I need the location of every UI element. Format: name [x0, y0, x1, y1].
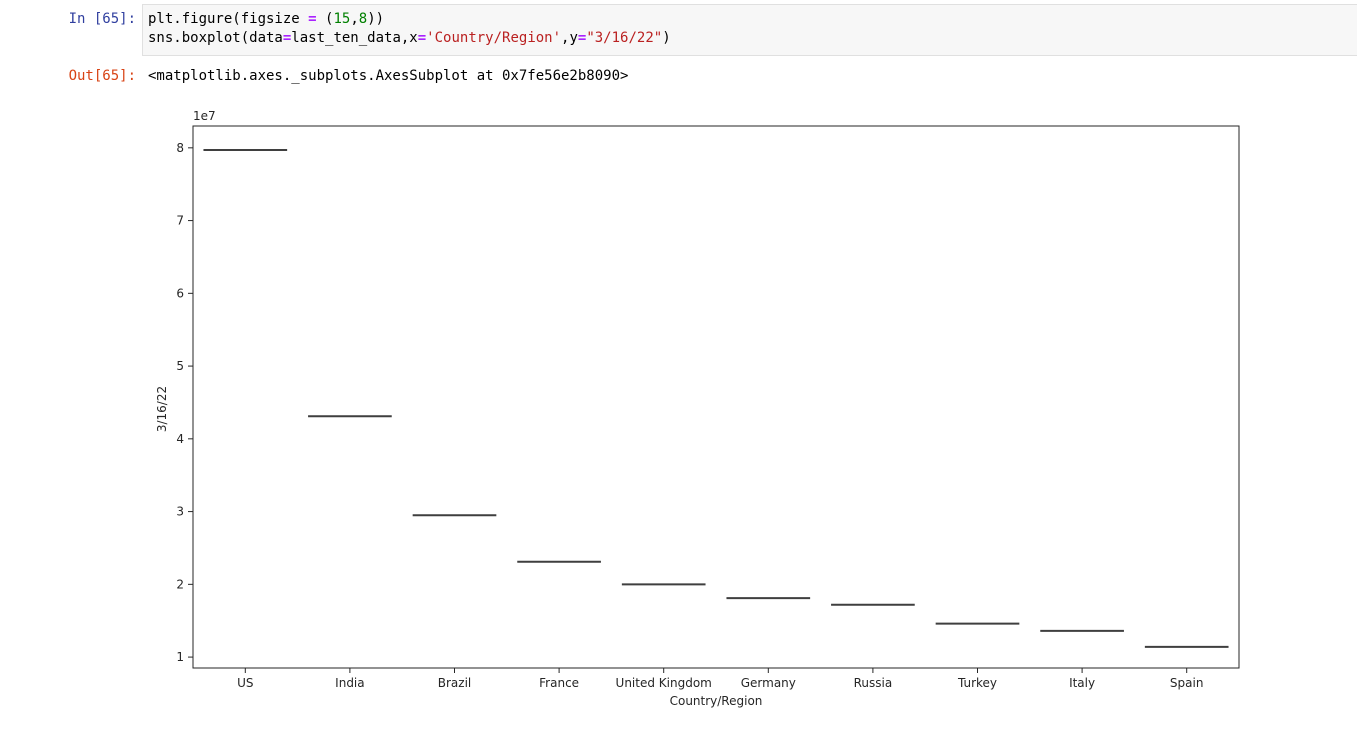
y-offset-label: 1e7: [193, 109, 216, 123]
x-tick-label: Turkey: [957, 676, 997, 690]
y-axis-label: 3/16/22: [155, 386, 169, 432]
code-line-1: plt.figure(figsize = (15,8)): [148, 11, 385, 27]
x-axis: US India Brazil France United Kingdom Germany…: [237, 668, 1203, 690]
x-tick-label: Brazil: [438, 676, 472, 690]
x-tick-label: Germany: [741, 676, 796, 690]
y-tick-label: 8: [176, 141, 184, 155]
x-tick-label: Italy: [1069, 676, 1095, 690]
x-tick-label: India: [335, 676, 364, 690]
y-tick-label: 3: [176, 505, 184, 519]
output-repr-text: <matplotlib.axes._subplots.AxesSubplot a…: [148, 68, 629, 84]
code-line-2: sns.boxplot(data=last_ten_data,x='Countr…: [148, 30, 671, 46]
code-input-area[interactable]: plt.figure(figsize = (15,8)) sns.boxplot(…: [142, 4, 1357, 56]
box-series: [203, 149, 1229, 648]
x-axis-label: Country/Region: [670, 694, 763, 708]
y-tick-label: 5: [176, 359, 184, 373]
y-tick-label: 4: [176, 432, 184, 446]
input-prompt: In [65]:: [68, 11, 136, 27]
y-tick-label: 6: [176, 286, 184, 300]
y-axis: 1 2 3 4 5 6 7 8: [176, 141, 193, 664]
x-tick-label: United Kingdom: [616, 676, 712, 690]
y-tick-label: 1: [176, 650, 184, 664]
x-tick-label: Spain: [1170, 676, 1204, 690]
x-tick-label: Russia: [854, 676, 893, 690]
y-tick-label: 2: [176, 577, 184, 591]
output-prompt: Out[65]:: [68, 68, 136, 84]
x-tick-label: US: [237, 676, 253, 690]
plot-frame: [192, 125, 1240, 669]
x-tick-label: France: [539, 676, 579, 690]
y-tick-label: 7: [176, 214, 184, 228]
